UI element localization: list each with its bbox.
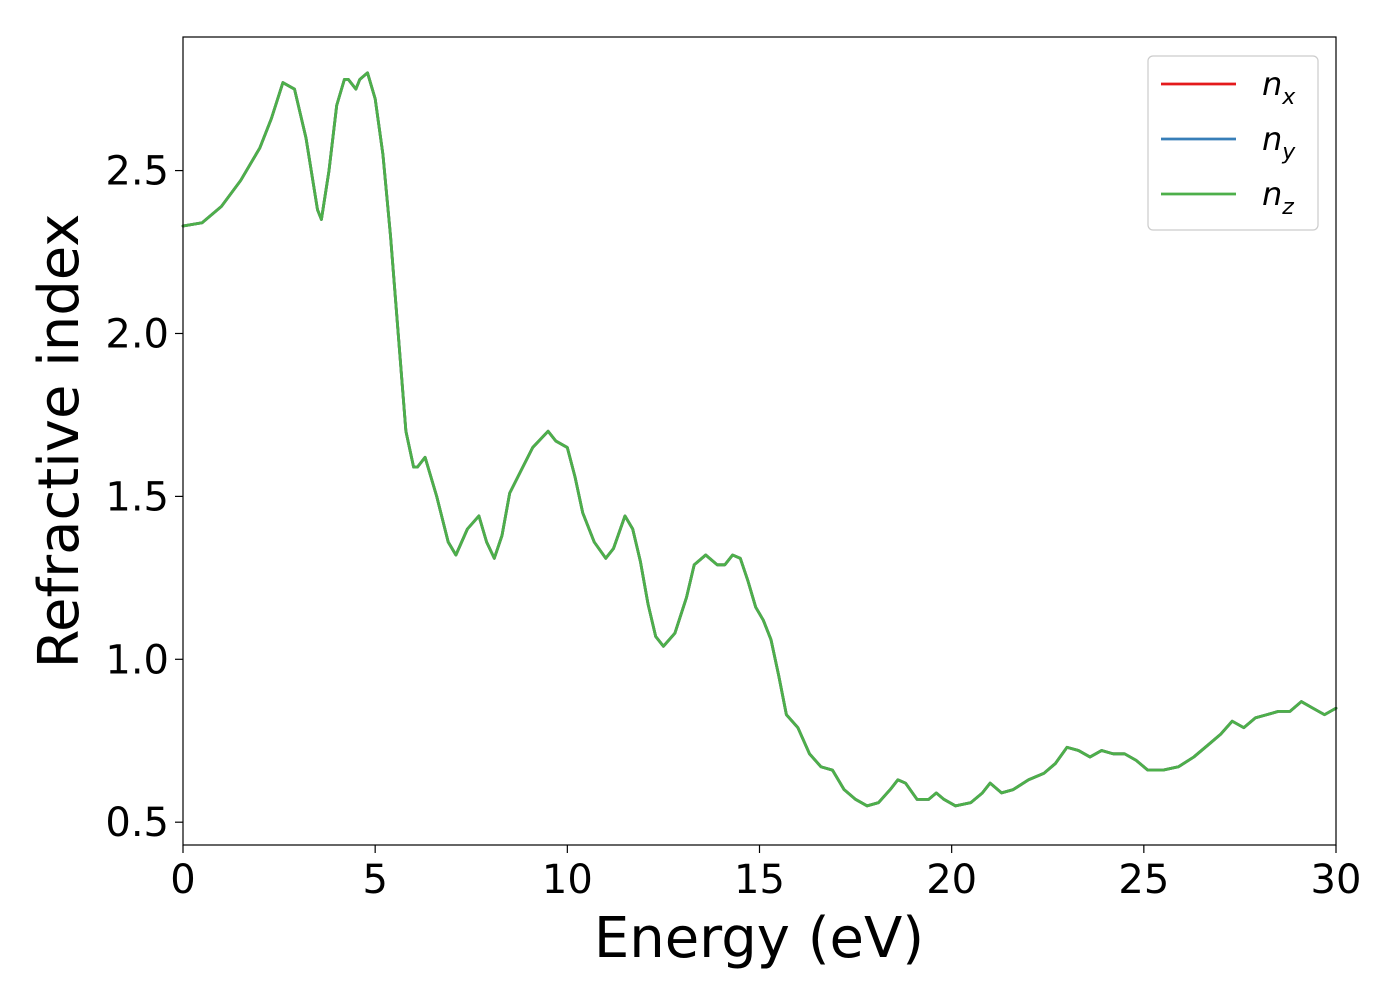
y-tick-label: 1.0 (105, 637, 169, 683)
y-axis-label: Refractive index (27, 214, 92, 669)
legend-label-nz: nz (1262, 175, 1294, 220)
x-tick-label: 30 (1311, 857, 1362, 903)
y-tick-label: 1.5 (105, 474, 169, 520)
x-tick-label: 15 (734, 857, 785, 903)
legend-label-ny: ny (1262, 120, 1296, 165)
y-tick-label: 0.5 (105, 800, 169, 846)
x-axis-ticks: 0 5 10 15 20 25 30 (170, 845, 1361, 903)
legend-box (1147, 55, 1319, 231)
legend-label-nx: nx (1262, 65, 1296, 110)
series-line-n-z (181, 71, 1338, 808)
y-tick-label: 2.0 (105, 311, 169, 357)
x-tick-label: 10 (542, 857, 593, 903)
y-tick-label: 2.5 (105, 149, 169, 195)
x-tick-label: 25 (1118, 857, 1169, 903)
y-axis-ticks: 0.5 1.0 1.5 2.0 2.5 (105, 149, 183, 846)
x-axis-label: Energy (eV) (594, 906, 924, 971)
series-layer (181, 71, 1338, 808)
x-tick-label: 0 (170, 857, 195, 903)
legend: nx ny nz (1147, 55, 1319, 231)
x-tick-label: 5 (362, 857, 387, 903)
x-tick-label: 20 (926, 857, 977, 903)
